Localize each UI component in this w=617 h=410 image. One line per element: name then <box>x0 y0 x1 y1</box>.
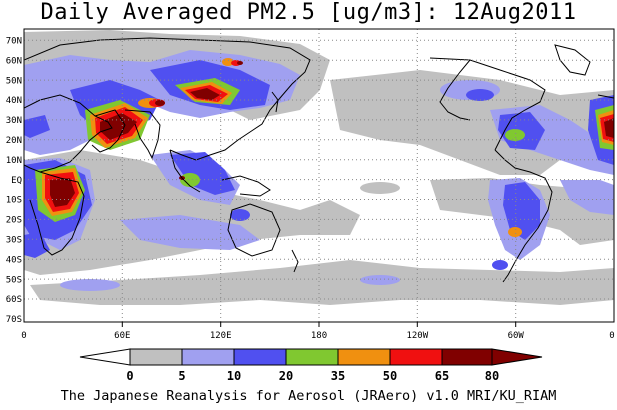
axis-ticks <box>121 322 517 327</box>
lon-label: 60E <box>114 331 130 341</box>
colorbar-segment <box>285 348 339 366</box>
lat-label: 20N <box>6 136 22 146</box>
lat-label: 10S <box>6 196 22 206</box>
lon-label: 60W <box>508 331 525 341</box>
lat-label: 30N <box>6 116 22 126</box>
colorbar-labels: 0 5 10 20 35 50 65 80 <box>126 369 499 383</box>
colorbar-segment <box>389 348 443 366</box>
lon-label: 180 <box>311 331 327 341</box>
colorbar-segment <box>491 348 543 366</box>
lat-label: 60S <box>6 295 22 305</box>
colorbar-segment <box>441 348 493 366</box>
map-title: Daily Averaged PM2.5 [ug/m3]: 12Aug2011 <box>40 0 577 25</box>
pm25-field <box>24 30 614 305</box>
colorbar-label: 80 <box>485 369 499 383</box>
colorbar-label: 35 <box>331 369 345 383</box>
colorbar-segment <box>129 348 183 366</box>
lon-label: 0 <box>609 331 614 341</box>
colorbar-label: 10 <box>227 369 241 383</box>
colorbar-label: 0 <box>126 369 133 383</box>
lat-label: 70S <box>6 315 22 325</box>
lon-label: 0 <box>21 331 26 341</box>
colorbar-label: 20 <box>279 369 293 383</box>
colorbar-label: 5 <box>178 369 185 383</box>
lat-label: 10N <box>6 156 22 166</box>
lat-label: 30S <box>6 236 22 246</box>
lon-label: 120W <box>406 331 428 341</box>
colorbar-segment <box>181 348 235 366</box>
lat-label: 50S <box>6 275 22 285</box>
lat-label: 20S <box>6 216 22 226</box>
colorbar-segment <box>337 348 391 366</box>
lat-label: EQ <box>11 176 22 186</box>
colorbar-segment <box>79 348 131 366</box>
colorbar <box>79 348 543 366</box>
lat-label: 50N <box>6 76 22 86</box>
footer-credit: The Japanese Reanalysis for Aerosol (JRA… <box>60 388 557 404</box>
lat-label: 70N <box>6 37 22 47</box>
graticule <box>24 29 614 322</box>
colorbar-segment <box>233 348 287 366</box>
lat-label: 40N <box>6 96 22 106</box>
lat-label: 60N <box>6 56 22 66</box>
colorbar-label: 65 <box>435 369 449 383</box>
lon-label: 120E <box>210 331 232 341</box>
latitude-labels: 70N 60N 50N 40N 30N 20N 10N EQ 10S 20S 3… <box>6 37 22 326</box>
lat-label: 40S <box>6 255 22 265</box>
coastlines <box>24 37 614 283</box>
longitude-labels: 0 60E 120E 180 120W 60W 0 <box>21 331 614 341</box>
colorbar-label: 50 <box>383 369 397 383</box>
